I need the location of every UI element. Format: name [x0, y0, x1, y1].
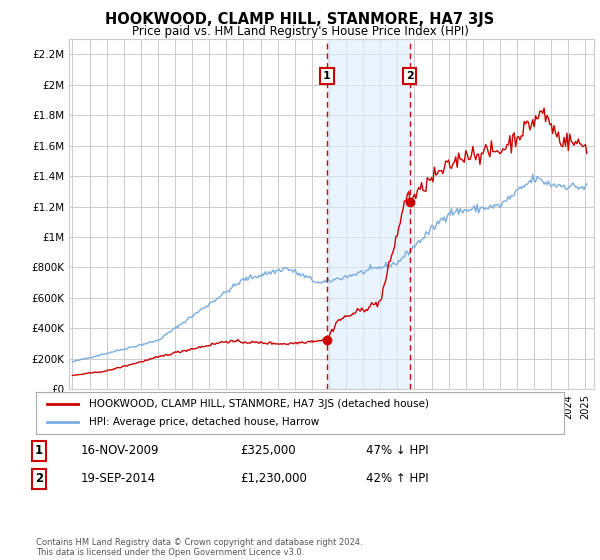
Text: 2: 2 — [35, 472, 43, 486]
Text: £1,230,000: £1,230,000 — [240, 472, 307, 486]
Text: 47% ↓ HPI: 47% ↓ HPI — [366, 444, 428, 458]
Text: Price paid vs. HM Land Registry's House Price Index (HPI): Price paid vs. HM Land Registry's House … — [131, 25, 469, 38]
Text: HOOKWOOD, CLAMP HILL, STANMORE, HA7 3JS: HOOKWOOD, CLAMP HILL, STANMORE, HA7 3JS — [106, 12, 494, 27]
Text: 19-SEP-2014: 19-SEP-2014 — [81, 472, 156, 486]
Text: HPI: Average price, detached house, Harrow: HPI: Average price, detached house, Harr… — [89, 417, 319, 427]
Bar — [327, 39, 410, 389]
Text: 1: 1 — [323, 71, 331, 81]
Text: 1: 1 — [35, 444, 43, 458]
Text: 42% ↑ HPI: 42% ↑ HPI — [366, 472, 428, 486]
Text: 16-NOV-2009: 16-NOV-2009 — [81, 444, 160, 458]
Text: HOOKWOOD, CLAMP HILL, STANMORE, HA7 3JS (detached house): HOOKWOOD, CLAMP HILL, STANMORE, HA7 3JS … — [89, 399, 429, 409]
Text: 2: 2 — [406, 71, 413, 81]
Text: £325,000: £325,000 — [240, 444, 296, 458]
Text: Contains HM Land Registry data © Crown copyright and database right 2024.
This d: Contains HM Land Registry data © Crown c… — [36, 538, 362, 557]
